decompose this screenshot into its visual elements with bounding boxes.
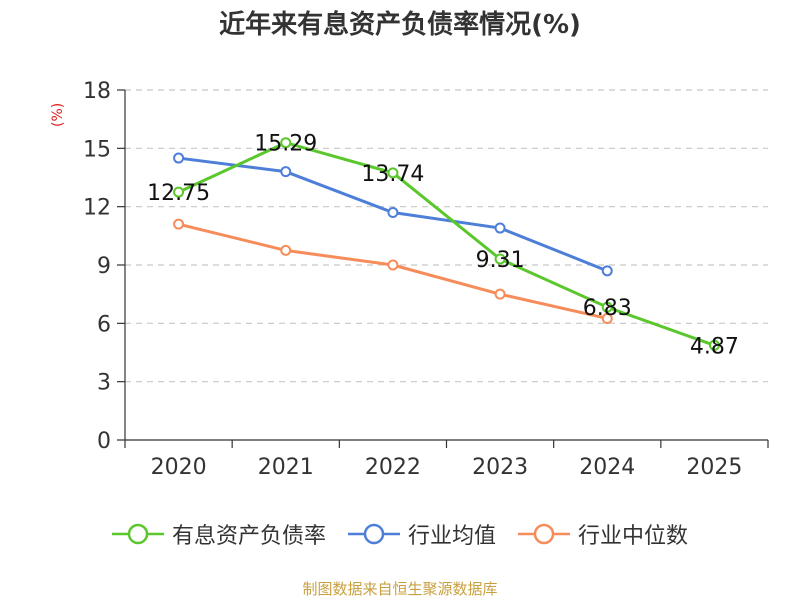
data-point bbox=[387, 167, 399, 179]
legend-swatch-icon bbox=[518, 523, 570, 545]
data-point bbox=[494, 288, 506, 300]
data-labels: 12.75 15.29 13.74 9.31 6.83 4.87 bbox=[147, 132, 739, 360]
data-label: 4.87 bbox=[690, 334, 739, 359]
series-line bbox=[178, 222, 608, 320]
legend-item-interest-debt-ratio[interactable]: 有息资产负债率 bbox=[111, 518, 326, 550]
data-point bbox=[387, 207, 399, 218]
y-tick-label: 0 bbox=[97, 429, 111, 454]
data-label: 12.75 bbox=[147, 181, 210, 206]
y-tick-label: 15 bbox=[83, 137, 111, 162]
data-point bbox=[280, 166, 292, 178]
data-point bbox=[494, 222, 506, 234]
data-point bbox=[601, 301, 613, 313]
legend-item-industry-median[interactable]: 行业中位数 bbox=[518, 518, 688, 550]
y-tick-label: 9 bbox=[97, 254, 111, 279]
data-point bbox=[708, 339, 720, 351]
data-point bbox=[280, 244, 292, 256]
legend-marker bbox=[127, 523, 149, 545]
x-tick-label: 2021 bbox=[258, 455, 314, 480]
data-point bbox=[601, 265, 613, 277]
y-tick-label: 18 bbox=[83, 79, 111, 104]
data-point bbox=[280, 137, 292, 149]
legend-marker bbox=[363, 523, 385, 545]
legend-swatch-icon bbox=[111, 523, 164, 545]
legend-label: 行业中位数 bbox=[578, 524, 689, 549]
legend: 有息资产负债率 行业均值 行业中位数 bbox=[0, 518, 800, 550]
axes: 0 3 6 9 12 15 18 2020 2021 2022 2023 2024 2025 bbox=[83, 79, 769, 480]
legend-item-industry-mean[interactable]: 行业均值 bbox=[347, 518, 496, 550]
chart-title: 近年来有息资产负债率情况(%) bbox=[219, 10, 581, 40]
legend-marker bbox=[533, 523, 555, 545]
y-tick-label: 3 bbox=[97, 371, 111, 396]
data-label: 13.74 bbox=[361, 162, 424, 187]
series-2 bbox=[173, 218, 613, 324]
series-0 bbox=[173, 137, 720, 351]
y-tick-label: 12 bbox=[83, 196, 111, 221]
series-1 bbox=[173, 152, 613, 277]
data-point bbox=[601, 312, 613, 324]
data-label: 6.83 bbox=[583, 296, 632, 321]
data-point bbox=[494, 253, 506, 265]
data-label: 9.31 bbox=[476, 248, 525, 273]
y-tick-label: 6 bbox=[97, 312, 111, 337]
x-tick-label: 2020 bbox=[151, 455, 207, 480]
x-tick-label: 2025 bbox=[686, 455, 742, 480]
x-tick-label: 2022 bbox=[365, 455, 421, 480]
data-point bbox=[173, 152, 185, 164]
data-point bbox=[387, 259, 399, 271]
series-line bbox=[177, 141, 715, 347]
legend-swatch-icon bbox=[347, 523, 400, 545]
legend-label: 行业均值 bbox=[407, 524, 496, 549]
data-point bbox=[173, 218, 185, 230]
series-lines bbox=[173, 137, 720, 351]
data-point bbox=[173, 186, 185, 198]
x-tick-label: 2023 bbox=[472, 455, 528, 480]
grid-lines bbox=[125, 89, 768, 383]
legend-label: 有息资产负债率 bbox=[171, 524, 326, 549]
x-tick-label: 2024 bbox=[579, 455, 635, 480]
data-label: 15.29 bbox=[254, 132, 317, 157]
source-note: 制图数据来自恒生聚源数据库 bbox=[302, 580, 498, 598]
